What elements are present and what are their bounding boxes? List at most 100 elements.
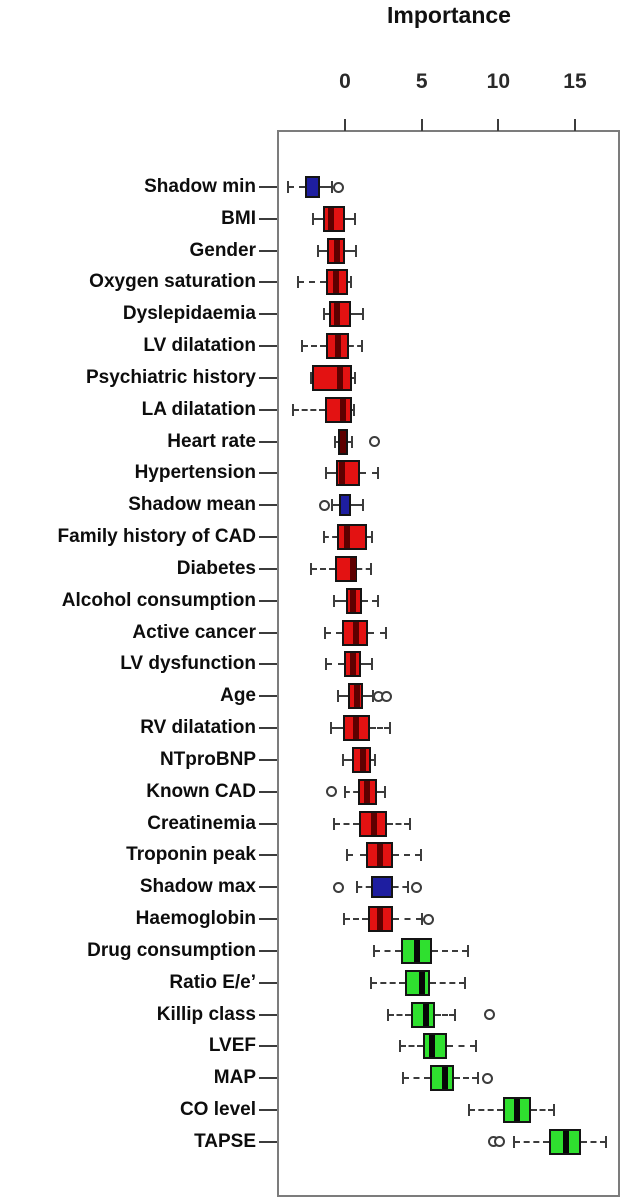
whisker-line [331, 504, 339, 507]
chart-title: Importance [387, 2, 511, 28]
row-label: RV dilatation [140, 717, 256, 739]
median-line [334, 303, 341, 326]
y-axis-tick [259, 408, 277, 411]
whisker-cap [605, 1135, 608, 1148]
whisker-cap [287, 181, 290, 193]
whisker-line [362, 695, 374, 698]
whisker-line [403, 1077, 431, 1080]
whisker-line [351, 313, 363, 316]
whisker-cap [361, 499, 364, 512]
whisker-line [371, 981, 405, 984]
row-label: Gender [189, 239, 256, 261]
x-axis-tick [420, 119, 423, 131]
y-axis-tick [259, 631, 277, 634]
whisker-cap [324, 658, 327, 671]
whisker-cap [419, 849, 422, 862]
whisker-cap [370, 562, 373, 575]
whisker-line [581, 1140, 607, 1143]
whisker-cap [389, 722, 392, 735]
whisker-line [387, 822, 411, 825]
whisker-cap [370, 976, 373, 989]
whisker-line [361, 599, 378, 602]
median-line [333, 239, 340, 262]
whisker-cap [334, 435, 337, 448]
whisker-cap [310, 562, 313, 575]
whisker-line [319, 186, 332, 188]
y-axis-tick [259, 758, 277, 761]
whisker-line [348, 440, 352, 443]
whisker-line [371, 758, 375, 761]
whisker-cap [383, 785, 386, 798]
x-axis-tick [573, 119, 576, 131]
whisker-line [360, 472, 378, 475]
median-line [429, 1035, 436, 1058]
whisker-line [435, 1013, 455, 1016]
median-line [339, 398, 346, 421]
whisker-line [530, 1109, 554, 1112]
median-line [343, 526, 350, 549]
whisker-line [469, 1109, 503, 1112]
whisker-cap [353, 371, 356, 384]
whisker-cap [317, 244, 320, 257]
whisker-line [334, 599, 346, 602]
whisker-cap [373, 944, 376, 957]
median-line [337, 366, 344, 389]
median-line [423, 1003, 430, 1026]
median-line [377, 908, 384, 931]
row-label: CO level [179, 1099, 256, 1121]
box [404, 969, 431, 996]
row-label: Family history of CAD [57, 526, 256, 548]
whisker-cap [330, 181, 333, 193]
whisker-line [430, 981, 465, 984]
y-axis-tick [259, 536, 277, 539]
median-line [352, 621, 359, 644]
median-line [360, 748, 367, 771]
row-label: LV dysfunction [120, 653, 256, 675]
row-label: Ratio E/e’ [169, 971, 256, 993]
whisker-line [335, 440, 339, 443]
whisker-line [400, 1045, 424, 1048]
row-label: BMI [221, 207, 256, 229]
y-axis-tick [259, 918, 277, 921]
box [337, 524, 368, 551]
whisker-line [348, 345, 362, 348]
whisker-line [345, 249, 356, 252]
row-label: Known CAD [146, 780, 256, 802]
row-label: Shadow mean [128, 494, 256, 516]
x-axis-tick-label: 0 [339, 70, 351, 93]
y-axis-tick [259, 1140, 277, 1143]
whisker-line [357, 886, 372, 889]
row-label: Shadow max [139, 876, 256, 898]
y-axis-tick [259, 1013, 277, 1016]
whisker-line [367, 631, 386, 634]
row-label: Shadow min [144, 176, 256, 197]
x-axis-tick-label: 10 [486, 70, 510, 93]
whisker-cap [309, 371, 312, 384]
outlier-point [318, 499, 330, 511]
outlier-point [423, 913, 435, 925]
whisker-line [453, 1077, 478, 1080]
median-line [441, 1067, 448, 1090]
x-axis-tick-label: 5 [415, 70, 428, 93]
whisker-cap [311, 212, 314, 225]
row-label: Heart rate [167, 430, 256, 452]
outlier-point [332, 881, 344, 893]
whisker-cap [421, 913, 424, 926]
whisker-line [342, 758, 352, 761]
y-axis-tick [259, 790, 277, 793]
row-label: Troponin peak [126, 844, 256, 866]
row-label: Age [220, 685, 256, 707]
whisker-line [392, 918, 423, 921]
median-line [354, 685, 361, 708]
whisker-cap [333, 594, 336, 607]
whisker-cap [475, 1040, 478, 1053]
row-label: Haemoglobin [135, 908, 256, 930]
y-axis-tick [259, 854, 277, 857]
median-line [364, 780, 371, 803]
whisker-cap [291, 403, 294, 416]
whisker-line [377, 790, 385, 793]
median-line [328, 207, 335, 230]
whisker-line [369, 727, 391, 730]
whisker-line [346, 854, 366, 857]
whisker-cap [376, 594, 379, 607]
